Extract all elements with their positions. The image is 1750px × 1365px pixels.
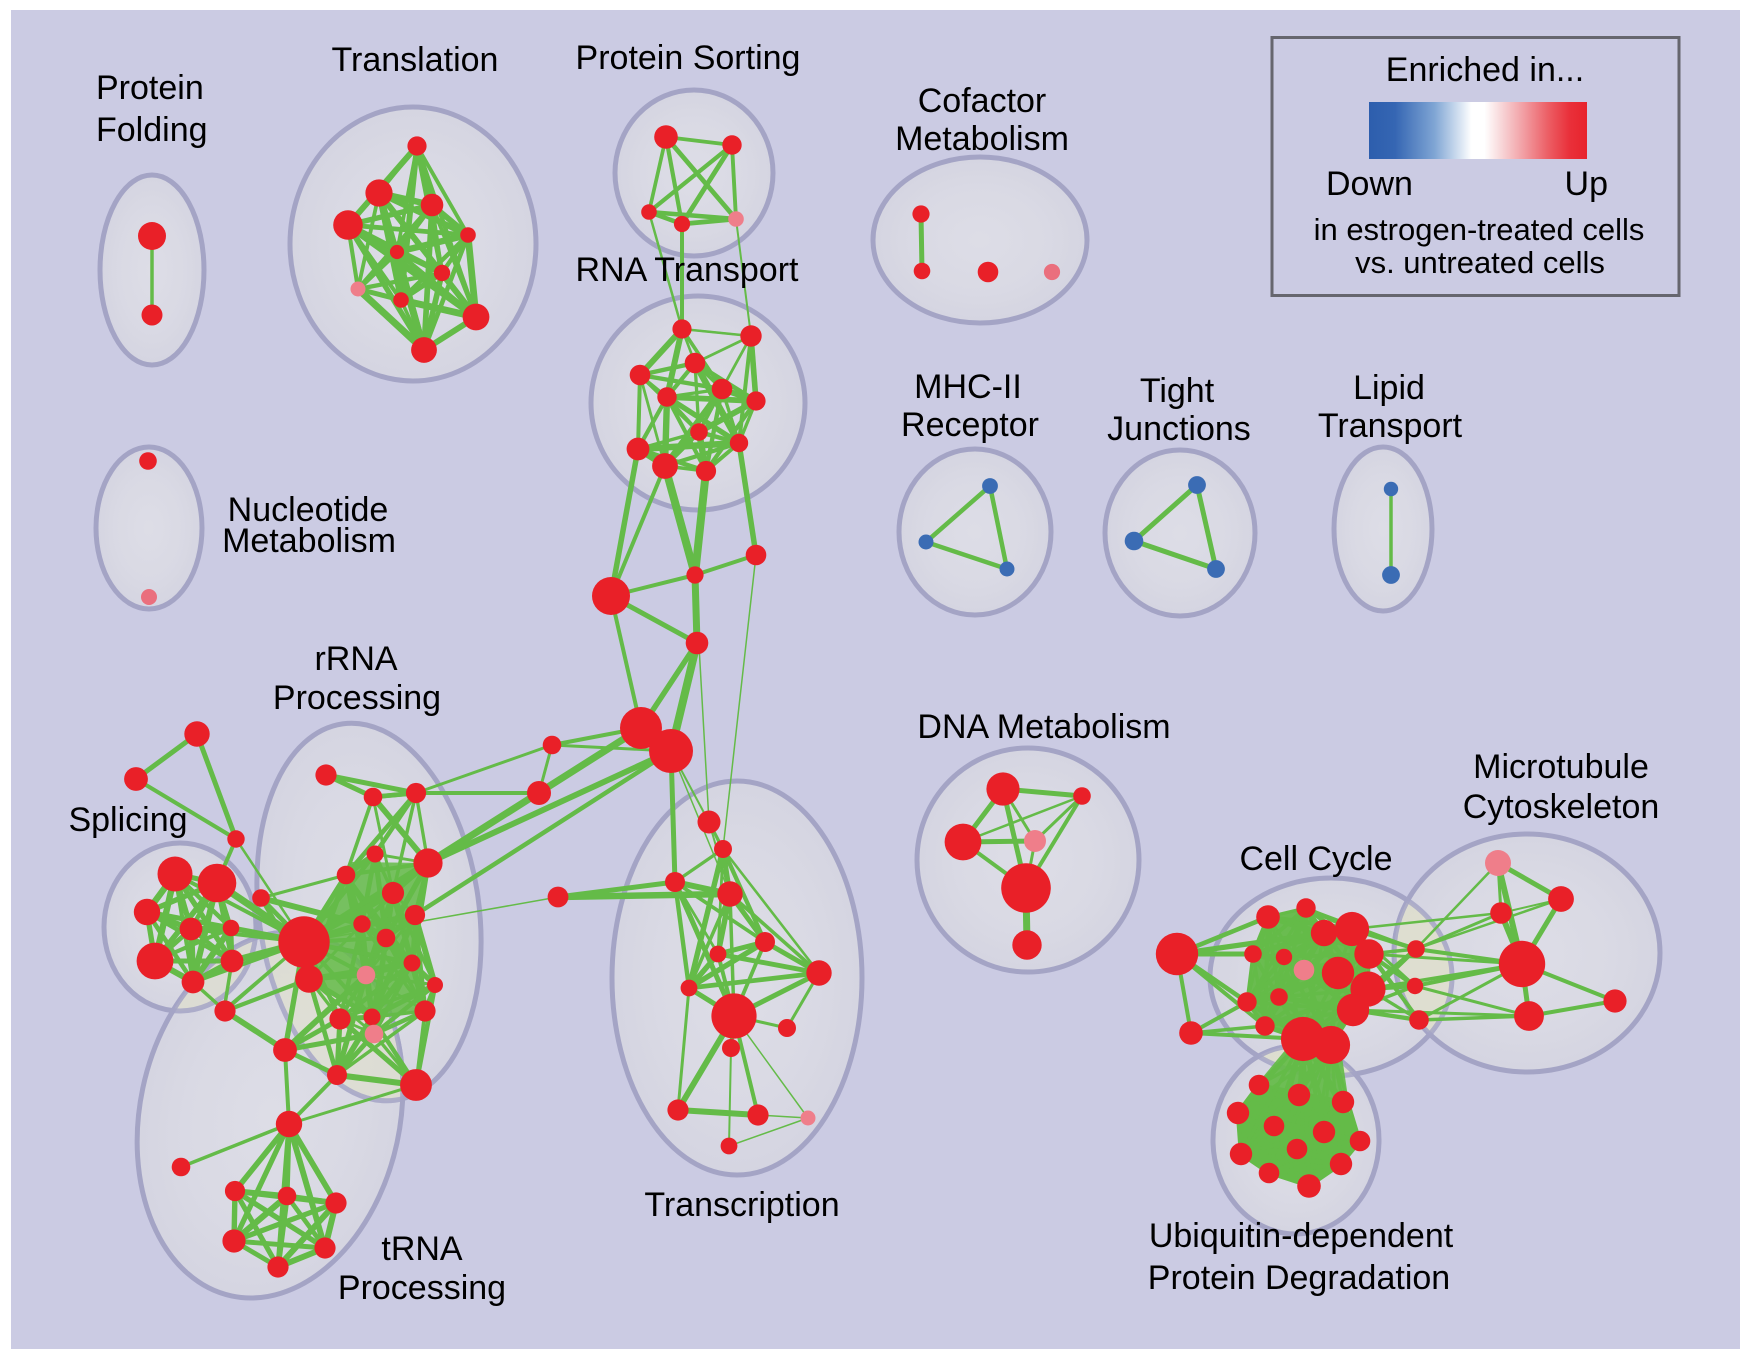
svg-text:Tight: Tight <box>1140 372 1215 410</box>
svg-text:Cell Cycle: Cell Cycle <box>1239 840 1392 878</box>
svg-text:Lipid: Lipid <box>1353 369 1425 407</box>
svg-text:Splicing: Splicing <box>68 801 187 839</box>
svg-text:Up: Up <box>1565 165 1608 203</box>
svg-text:Enriched in...: Enriched in... <box>1386 51 1584 89</box>
svg-text:Metabolism: Metabolism <box>895 120 1069 158</box>
svg-text:in estrogen-treated cells: in estrogen-treated cells <box>1314 212 1645 247</box>
svg-text:Protein Sorting: Protein Sorting <box>576 39 801 77</box>
svg-text:Translation: Translation <box>332 41 499 79</box>
svg-text:Microtubule: Microtubule <box>1473 748 1649 786</box>
svg-text:Processing: Processing <box>273 679 441 717</box>
svg-text:vs. untreated cells: vs. untreated cells <box>1355 245 1605 280</box>
svg-text:rRNA: rRNA <box>314 640 397 678</box>
svg-text:Ubiquitin-dependent: Ubiquitin-dependent <box>1149 1217 1454 1255</box>
svg-text:Nucleotide: Nucleotide <box>228 491 389 529</box>
svg-text:Metabolism: Metabolism <box>222 522 396 560</box>
svg-text:Cofactor: Cofactor <box>918 82 1047 120</box>
svg-text:RNA Transport: RNA Transport <box>576 251 800 289</box>
svg-text:Junctions: Junctions <box>1107 410 1251 448</box>
svg-text:Cytoskeleton: Cytoskeleton <box>1463 788 1660 826</box>
svg-text:DNA Metabolism: DNA Metabolism <box>917 708 1170 746</box>
svg-text:Transport: Transport <box>1318 407 1463 445</box>
svg-text:Protein Degradation: Protein Degradation <box>1148 1259 1450 1297</box>
svg-text:Processing: Processing <box>338 1269 506 1307</box>
svg-text:MHC-II: MHC-II <box>914 368 1022 406</box>
svg-text:Down: Down <box>1326 165 1413 203</box>
svg-text:Transcription: Transcription <box>644 1186 839 1224</box>
svg-text:tRNA: tRNA <box>381 1230 463 1268</box>
svg-text:Protein: Protein <box>96 69 204 107</box>
svg-text:Folding: Folding <box>96 111 208 149</box>
svg-text:Receptor: Receptor <box>901 406 1039 444</box>
